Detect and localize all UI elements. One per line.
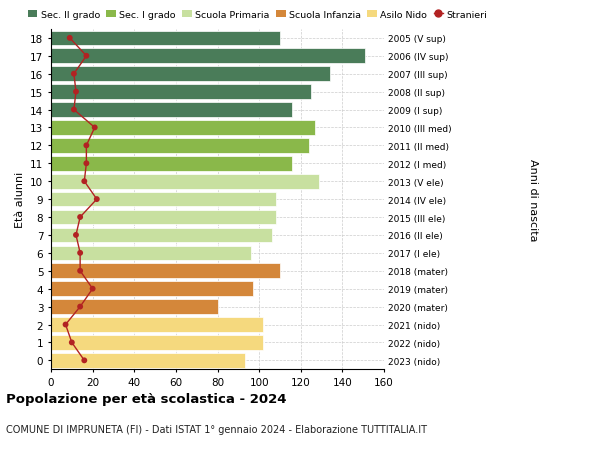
Bar bbox=[51, 174, 319, 189]
Bar bbox=[51, 336, 263, 350]
Y-axis label: Anni di nascita: Anni di nascita bbox=[528, 158, 538, 241]
Bar bbox=[51, 103, 292, 118]
Point bbox=[65, 35, 74, 42]
Bar bbox=[51, 210, 276, 225]
Point bbox=[71, 232, 81, 239]
Point bbox=[90, 124, 100, 132]
Bar bbox=[51, 121, 316, 135]
Point bbox=[80, 357, 89, 364]
Bar bbox=[51, 85, 311, 100]
Point bbox=[76, 268, 85, 275]
Point bbox=[67, 339, 77, 347]
Legend: Sec. II grado, Sec. I grado, Scuola Primaria, Scuola Infanzia, Asilo Nido, Stran: Sec. II grado, Sec. I grado, Scuola Prim… bbox=[24, 7, 491, 23]
Bar bbox=[51, 228, 272, 243]
Bar bbox=[51, 264, 280, 279]
Bar bbox=[51, 192, 276, 207]
Point bbox=[92, 196, 101, 203]
Text: COMUNE DI IMPRUNETA (FI) - Dati ISTAT 1° gennaio 2024 - Elaborazione TUTTITALIA.: COMUNE DI IMPRUNETA (FI) - Dati ISTAT 1°… bbox=[6, 425, 427, 435]
Y-axis label: Età alunni: Età alunni bbox=[14, 172, 25, 228]
Bar bbox=[51, 32, 280, 46]
Bar bbox=[51, 282, 253, 297]
Bar bbox=[51, 139, 309, 153]
Point bbox=[80, 178, 89, 185]
Bar bbox=[51, 67, 330, 82]
Point bbox=[88, 285, 97, 293]
Point bbox=[69, 71, 79, 78]
Bar bbox=[51, 49, 365, 64]
Point bbox=[76, 214, 85, 221]
Point bbox=[76, 250, 85, 257]
Bar bbox=[51, 318, 263, 332]
Bar bbox=[51, 353, 245, 368]
Point bbox=[76, 303, 85, 311]
Point bbox=[82, 142, 91, 150]
Point bbox=[69, 106, 79, 114]
Point bbox=[61, 321, 70, 329]
Point bbox=[71, 89, 81, 96]
Point bbox=[82, 53, 91, 60]
Bar bbox=[51, 157, 292, 171]
Text: Popolazione per età scolastica - 2024: Popolazione per età scolastica - 2024 bbox=[6, 392, 287, 405]
Bar bbox=[51, 246, 251, 261]
Bar bbox=[51, 300, 218, 314]
Point bbox=[82, 160, 91, 168]
